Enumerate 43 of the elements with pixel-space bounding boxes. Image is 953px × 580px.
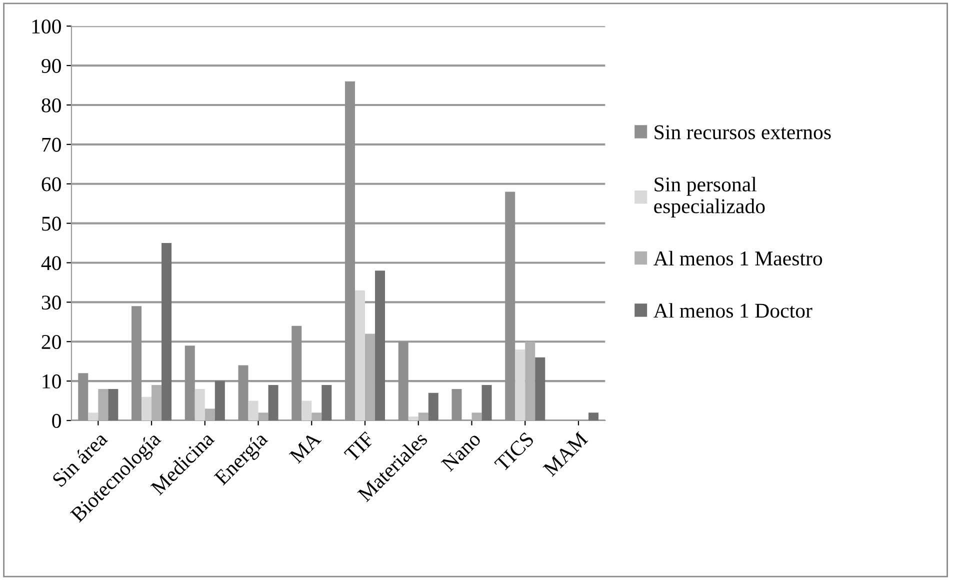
bar (312, 412, 322, 420)
y-tick-label: 50 (42, 216, 61, 231)
bar (428, 392, 438, 420)
y-tick-label: 70 (42, 138, 61, 152)
y-tick-label: 100 (32, 19, 61, 34)
y-tick-label: 90 (42, 58, 61, 73)
bar (472, 412, 482, 420)
bar (418, 412, 428, 420)
bar (525, 342, 536, 420)
bar (248, 400, 258, 420)
bar (588, 412, 598, 420)
bar (322, 385, 332, 420)
bar (162, 243, 172, 420)
bar (98, 388, 108, 420)
bar (108, 388, 118, 420)
bar (204, 408, 215, 420)
bar (535, 357, 546, 420)
bar (142, 396, 152, 420)
bar (152, 385, 162, 420)
bar (268, 385, 278, 420)
y-tick-label: 0 (52, 414, 61, 428)
bar (354, 290, 365, 420)
y-tick-label: 80 (42, 98, 61, 112)
bar (482, 385, 492, 420)
legend-label: Al menos 1 Maestro (654, 250, 822, 266)
bar (302, 400, 312, 420)
bar (88, 412, 98, 420)
bar (194, 388, 205, 420)
bar (408, 416, 418, 420)
y-tick-label: 20 (42, 334, 61, 350)
y-tick-label: 30 (42, 296, 61, 310)
y-tick-label: 10 (42, 374, 61, 388)
x-tick-label: MA (288, 430, 322, 464)
legend-label: Sin personal especializado (654, 176, 765, 218)
legend-label: Sin recursos externos (654, 125, 831, 140)
bar (365, 334, 376, 420)
bar (214, 381, 225, 420)
y-tick-label: 60 (42, 177, 61, 192)
bar (375, 270, 386, 420)
y-tick-label: 40 (41, 256, 61, 270)
legend-label: Al menos 1 Doctor (654, 303, 812, 318)
bar (258, 412, 268, 420)
bar (515, 350, 526, 420)
